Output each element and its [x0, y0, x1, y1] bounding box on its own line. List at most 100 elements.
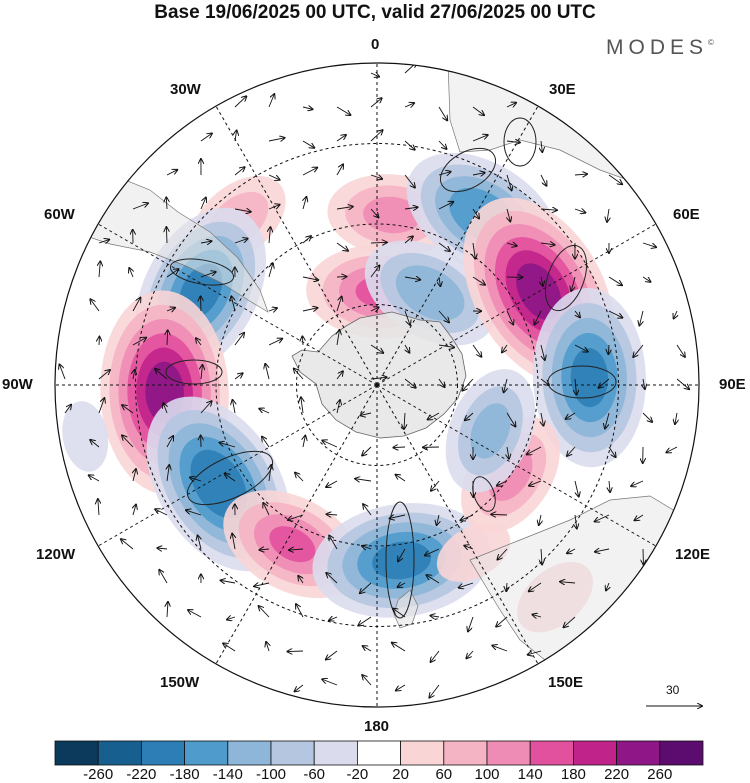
wind-vector: [497, 480, 508, 486]
wind-vector: [166, 308, 175, 311]
wind-vector: [404, 412, 405, 429]
wind-vector: [438, 140, 446, 149]
wind-vector: [268, 205, 280, 210]
colorbar-swatch: [97, 740, 142, 766]
wind-vector: [295, 684, 304, 691]
colorbar-tick-label: 140: [517, 766, 543, 783]
wind-vector: [534, 310, 542, 324]
colorbar-swatch: [616, 740, 661, 766]
wind-vector: [259, 549, 270, 550]
colorbar-swatch: [486, 740, 531, 766]
wind-vector: [606, 582, 609, 590]
wind-vector: [225, 474, 236, 482]
wind-vector: [133, 469, 136, 482]
wind-vector: [571, 276, 575, 291]
graticule: [55, 63, 699, 707]
wind-vector: [506, 174, 512, 190]
wind-vector: [404, 310, 410, 325]
colorbar-tick-label: -140: [212, 766, 243, 783]
wind-vector: [326, 573, 338, 584]
wind-vector: [99, 261, 100, 278]
wind-vector: [337, 330, 339, 346]
wind-vector: [370, 73, 379, 77]
wind-vector: [98, 398, 104, 414]
anomaly-blob: [570, 347, 609, 408]
wind-vector: [599, 378, 610, 388]
wind-vector: [268, 94, 274, 108]
wind-vector: [666, 446, 678, 452]
wind-vector: [358, 616, 372, 625]
wind-vector: [633, 344, 644, 357]
wind-vector: [167, 465, 169, 482]
wind-vector: [232, 400, 235, 414]
wind-vector: [303, 436, 305, 448]
wind-vector: [327, 514, 338, 515]
wind-vector: [675, 412, 677, 424]
colorbar-tick-label: 260: [647, 766, 673, 783]
wind-vector: [362, 446, 372, 456]
wind-vector: [639, 310, 643, 325]
wind-vector: [506, 103, 516, 107]
wind-vector: [472, 344, 481, 357]
wind-vector: [465, 412, 474, 420]
wind-vector: [541, 140, 542, 152]
wind-vector: [574, 480, 579, 497]
wind-vector: [268, 174, 280, 180]
wind-vector: [438, 202, 453, 210]
wind-vector: [370, 266, 379, 278]
colorbar-swatch: [54, 740, 99, 766]
wind-vector: [201, 365, 202, 380]
wind-vector: [231, 296, 236, 312]
wind-vector: [609, 480, 610, 492]
wind-vector: [595, 514, 610, 521]
contour-line: [165, 359, 223, 385]
colorbar-tick-label: 100: [474, 766, 500, 783]
wind-vector: [642, 242, 656, 247]
brand-name: MODES: [606, 36, 709, 59]
wind-vector: [294, 369, 304, 380]
wind-vector: [404, 277, 420, 280]
wind-vector: [676, 344, 685, 357]
wind-vector: [430, 616, 440, 617]
wind-vector: [506, 310, 513, 324]
wind-vector: [269, 227, 270, 244]
lon-label-180: 180: [364, 718, 390, 735]
lon-label-0: 0: [371, 36, 380, 53]
colorbar-tick-label: 20: [392, 766, 409, 783]
wind-vector: [336, 242, 348, 251]
wind-vector: [631, 480, 644, 486]
wind-vector: [322, 441, 338, 448]
reference-vector-label: 30: [666, 683, 680, 697]
height-contours: [165, 117, 617, 619]
wind-vector: [472, 135, 488, 142]
wind-vector: [608, 276, 622, 285]
wind-vector: [472, 276, 485, 285]
wind-vector: [370, 307, 378, 311]
wind-vector: [166, 436, 173, 448]
wind-vector: [186, 510, 202, 516]
wind-vector: [393, 609, 406, 618]
colorbar-tick-label: -260: [83, 766, 114, 783]
wind-vector: [133, 370, 135, 380]
wind-vector: [529, 582, 542, 591]
contour-line: [544, 244, 588, 312]
wind-vector: [196, 338, 202, 346]
colorbar: [54, 740, 704, 766]
contour-line: [186, 450, 274, 506]
wind-vector: [336, 164, 343, 176]
wind-vector: [98, 370, 110, 380]
wind-vector: [254, 583, 270, 586]
wind-vector: [595, 549, 610, 552]
lon-label-60e: 60E: [673, 206, 700, 223]
lon-label-90w: 90W: [2, 376, 33, 393]
colorbar-swatch: [227, 740, 272, 766]
wind-vector: [527, 446, 542, 454]
wind-vector: [289, 549, 304, 550]
wind-vector: [398, 583, 406, 587]
wind-vector: [566, 412, 576, 419]
wind-vector: [90, 440, 100, 448]
wind-vector: [200, 272, 216, 278]
wind-vector: [438, 378, 445, 387]
wind-vector: [472, 106, 484, 115]
wind-vector: [220, 443, 236, 448]
